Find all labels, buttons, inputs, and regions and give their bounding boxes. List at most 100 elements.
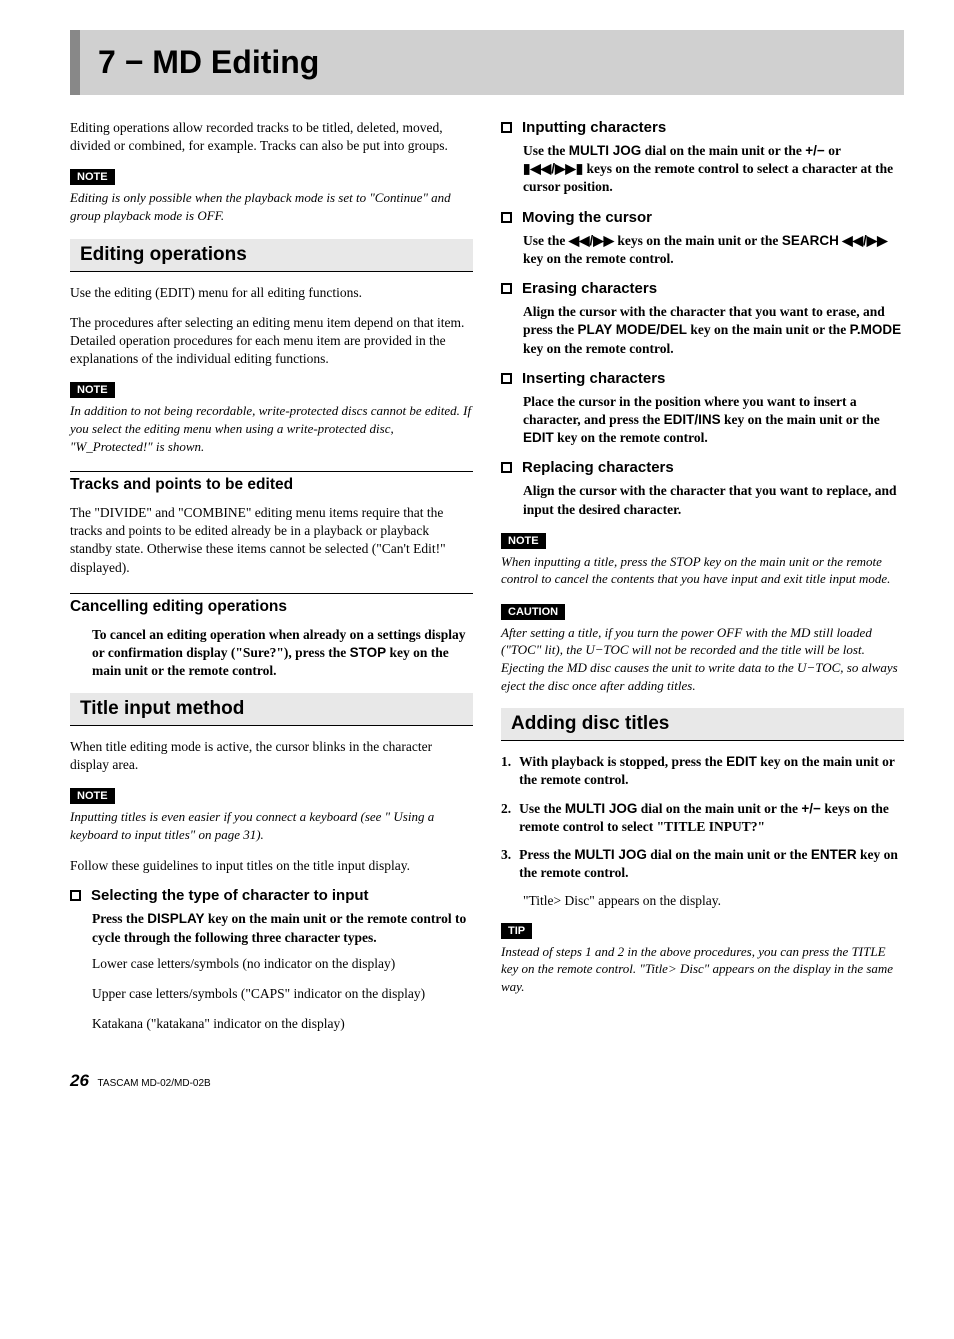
bullet-title: Replacing characters — [522, 459, 674, 476]
tip-label: TIP — [501, 923, 532, 939]
bullet-heading-inserting: Inserting characters — [501, 370, 904, 387]
chapter-banner: 7 − MD Editing — [70, 30, 904, 95]
display-key: DISPLAY — [147, 911, 204, 926]
bullet-heading-inputting: Inputting characters — [501, 119, 904, 136]
plusminus-key: +/− — [801, 801, 821, 816]
step-body: With playback is stopped, press the EDIT… — [519, 753, 904, 789]
inputting-text: Use the MULTI JOG dial on the main unit … — [523, 142, 904, 197]
search-key: SEARCH — [782, 233, 839, 248]
note-label: NOTE — [70, 169, 115, 185]
square-bullet-icon — [501, 373, 512, 384]
inputting-body: Use the MULTI JOG dial on the main unit … — [523, 142, 904, 197]
moving-body: Use the ◀◀/▶▶ keys on the main unit or t… — [523, 232, 904, 268]
text-fragment: Use the — [523, 143, 569, 158]
caution-text: After setting a title, if you turn the p… — [501, 624, 904, 694]
plusminus-key: +/− — [805, 143, 825, 158]
step-number: 3. — [501, 846, 511, 882]
content-columns: Editing operations allow recorded tracks… — [70, 119, 904, 1045]
subsection-cancelling: Cancelling editing operations — [70, 593, 473, 616]
bullet-title: Selecting the type of character to input — [91, 887, 369, 904]
note-label: NOTE — [70, 788, 115, 804]
note-label: NOTE — [70, 382, 115, 398]
tip-text: Instead of steps 1 and 2 in the above pr… — [501, 943, 904, 996]
bullet-title: Inserting characters — [522, 370, 665, 387]
text-fragment: key on the main unit or the — [687, 322, 850, 337]
step-number: 1. — [501, 753, 511, 789]
replacing-body: Align the cursor with the character that… — [523, 482, 904, 518]
page-footer: 26 TASCAM MD-02/MD-02B — [70, 1071, 904, 1091]
text-fragment: With playback is stopped, press the — [519, 754, 726, 769]
seek-keys-icon: ◀◀/▶▶ — [842, 232, 887, 250]
bullet-heading-replacing: Replacing characters — [501, 459, 904, 476]
text-fragment: dial on the main unit or the — [641, 143, 805, 158]
bullet-title: Inputting characters — [522, 119, 666, 136]
editing-ops-p1: Use the editing (EDIT) menu for all edit… — [70, 284, 473, 302]
section-heading-title-input: Title input method — [70, 693, 473, 726]
subsection-tracks-points: Tracks and points to be edited — [70, 471, 473, 494]
text-fragment: dial on the main unit or the — [647, 847, 811, 862]
pmode-key: P.MODE — [850, 322, 902, 337]
playmode-del-key: PLAY MODE/DEL — [578, 322, 688, 337]
text-fragment: key on the remote control. — [523, 251, 674, 266]
edit-key: EDIT — [523, 430, 554, 445]
cancelling-body: To cancel an editing operation when alre… — [92, 626, 473, 681]
right-column: Inputting characters Use the MULTI JOG d… — [501, 119, 904, 1045]
enter-key: ENTER — [811, 847, 857, 862]
bullet-heading-selecting-type: Selecting the type of character to input — [70, 887, 473, 904]
editing-ops-p2: The procedures after selecting an editin… — [70, 314, 473, 369]
stop-key: STOP — [350, 645, 387, 660]
note-label: NOTE — [501, 533, 546, 549]
text-fragment: keys on the main unit or the — [614, 233, 782, 248]
step-body: Use the MULTI JOG dial on the main unit … — [519, 800, 904, 836]
note-text: Editing is only possible when the playba… — [70, 189, 473, 224]
tip-block: TIP Instead of steps 1 and 2 in the abov… — [501, 921, 904, 996]
section-heading-adding-titles: Adding disc titles — [501, 708, 904, 741]
seek-keys-icon: ◀◀/▶▶ — [569, 232, 614, 250]
note-text: When inputting a title, press the STOP k… — [501, 553, 904, 588]
text-fragment: Press the — [519, 847, 574, 862]
multijog-key: MULTI JOG — [569, 143, 642, 158]
edit-ins-key: EDIT/INS — [664, 412, 721, 427]
moving-text: Use the ◀◀/▶▶ keys on the main unit or t… — [523, 232, 904, 268]
cancelling-text: To cancel an editing operation when alre… — [92, 626, 473, 681]
chapter-title: 7 − MD Editing — [98, 44, 886, 81]
text-fragment: Use the — [523, 233, 569, 248]
square-bullet-icon — [70, 890, 81, 901]
note-text: Inputting titles is even easier if you c… — [70, 808, 473, 843]
skip-keys-icon: ▮◀◀/▶▶▮ — [523, 160, 583, 178]
text-fragment: key on the main unit or the — [721, 412, 880, 427]
title-input-p1: When title editing mode is active, the c… — [70, 738, 473, 774]
step-3-result: "Title> Disc" appears on the display. — [523, 892, 904, 910]
erasing-text: Align the cursor with the character that… — [523, 303, 904, 358]
step-number: 2. — [501, 800, 511, 836]
multijog-key: MULTI JOG — [574, 847, 647, 862]
bullet-title: Erasing characters — [522, 280, 657, 297]
bullet-heading-moving: Moving the cursor — [501, 209, 904, 226]
char-type-1: Lower case letters/symbols (no indicator… — [92, 955, 473, 973]
edit-key: EDIT — [726, 754, 757, 769]
section-heading-editing-ops: Editing operations — [70, 239, 473, 272]
tracks-points-p1: The "DIVIDE" and "COMBINE" editing menu … — [70, 504, 473, 577]
multijog-key: MULTI JOG — [565, 801, 638, 816]
note-block: NOTE Inputting titles is even easier if … — [70, 786, 473, 843]
intro-paragraph: Editing operations allow recorded tracks… — [70, 119, 473, 155]
note-block: NOTE When inputting a title, press the S… — [501, 531, 904, 588]
follow-text: Follow these guidelines to input titles … — [70, 857, 473, 875]
text-fragment: Use the — [519, 801, 565, 816]
step-1: 1. With playback is stopped, press the E… — [501, 753, 904, 789]
text-fragment: key on the remote control. — [523, 341, 674, 356]
step-body: Press the MULTI JOG dial on the main uni… — [519, 846, 904, 882]
text-fragment: dial on the main unit or the — [637, 801, 801, 816]
step-3: 3. Press the MULTI JOG dial on the main … — [501, 846, 904, 882]
inserting-text: Place the cursor in the position where y… — [523, 393, 904, 448]
square-bullet-icon — [501, 212, 512, 223]
replacing-text: Align the cursor with the character that… — [523, 482, 904, 518]
text-fragment: or — [825, 143, 841, 158]
bullet-title: Moving the cursor — [522, 209, 652, 226]
text-fragment: Press the — [92, 911, 147, 926]
step-2: 2. Use the MULTI JOG dial on the main un… — [501, 800, 904, 836]
note-block: NOTE In addition to not being recordable… — [70, 380, 473, 455]
selecting-type-body: Press the DISPLAY key on the main unit o… — [92, 910, 473, 1033]
square-bullet-icon — [501, 122, 512, 133]
char-type-2: Upper case letters/symbols ("CAPS" indic… — [92, 985, 473, 1003]
